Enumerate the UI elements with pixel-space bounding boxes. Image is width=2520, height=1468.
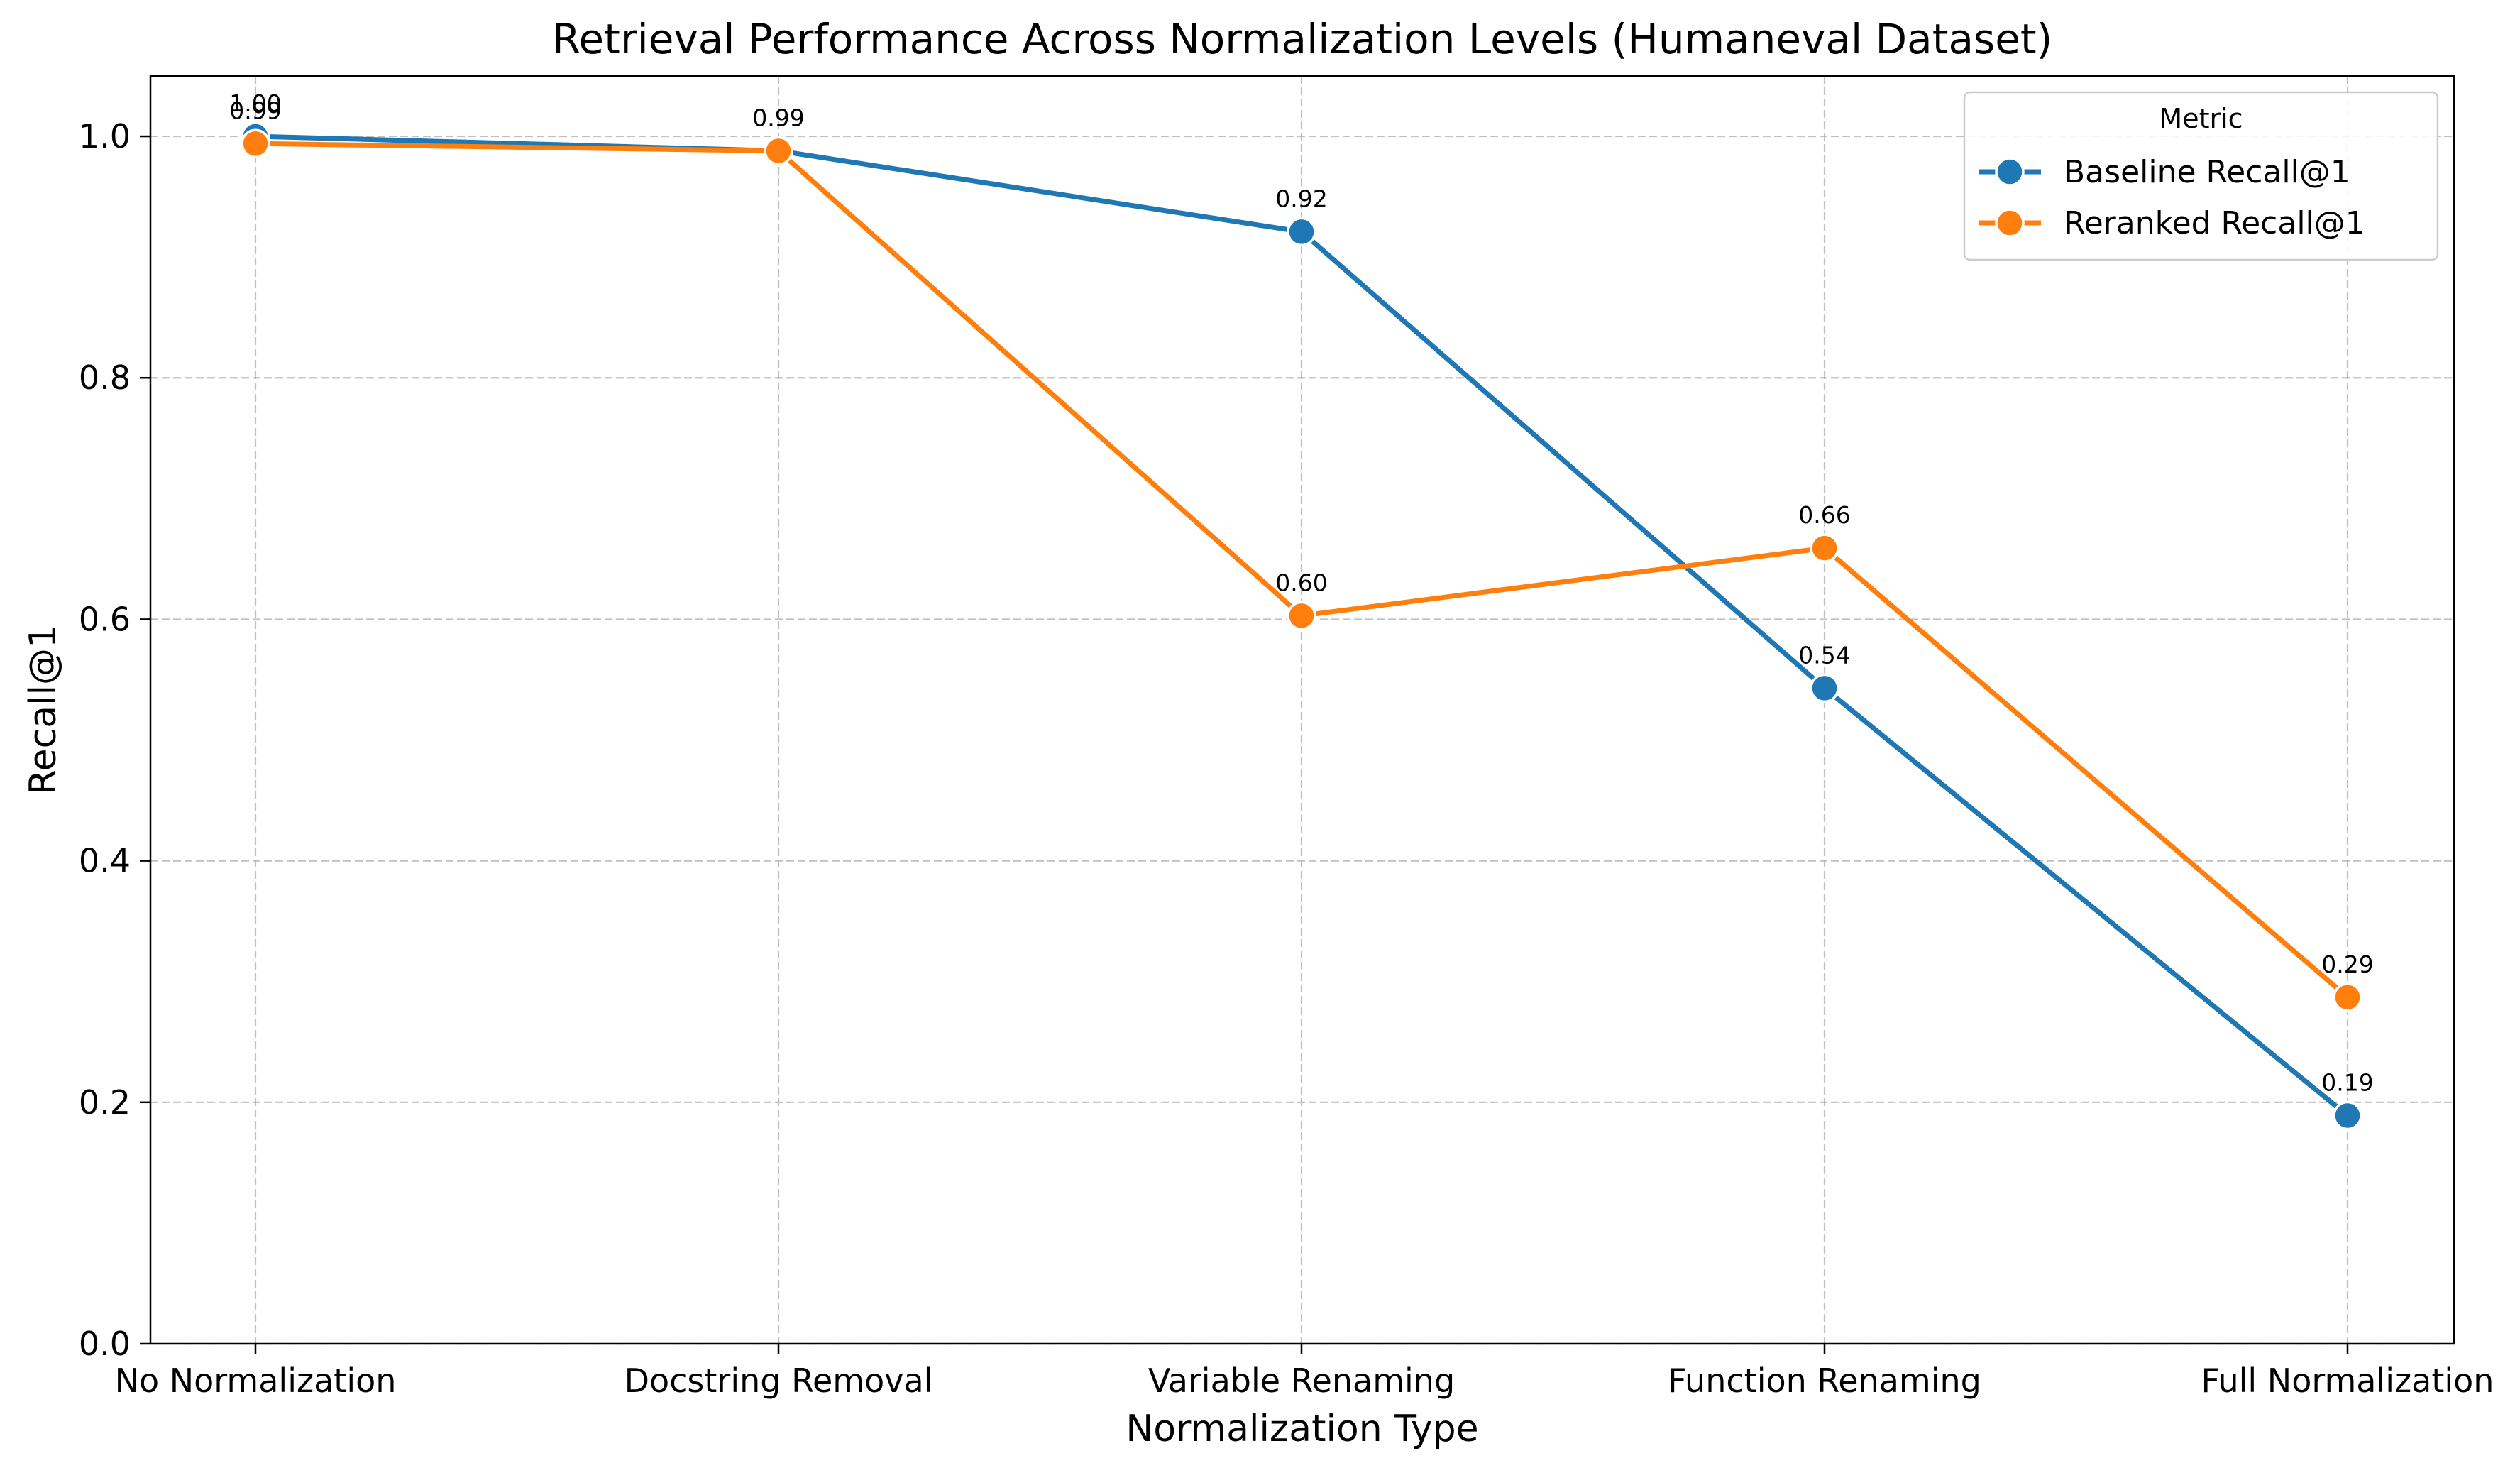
y-tick-label: 0.6 xyxy=(79,600,131,638)
data-label: 0.19 xyxy=(2321,1069,2373,1097)
axes: No Normalization Docstring Removal Variabl… xyxy=(79,117,2494,1400)
legend: Metric Baseline Recall@1 Reranked Recall@… xyxy=(1963,91,2439,261)
legend-marker xyxy=(1995,208,2025,238)
x-tick-label: No Normalization xyxy=(115,1362,397,1400)
data-label: 0.29 xyxy=(2321,951,2373,978)
data-point xyxy=(764,136,793,166)
data-label: 0.99 xyxy=(752,104,804,131)
data-point xyxy=(1287,601,1316,631)
legend-label: Reranked Recall@1 xyxy=(2064,205,2365,241)
y-tick-label: 0.0 xyxy=(79,1325,131,1363)
data-labels: 1.000.990.920.540.190.99 0.990.600.660.29 xyxy=(229,89,2373,1096)
data-label: 0.92 xyxy=(1275,185,1327,212)
legend-entries: Baseline Recall@1 Reranked Recall@1 xyxy=(1979,154,2365,241)
legend-box xyxy=(1963,91,2439,261)
data-label: 0.99 xyxy=(752,104,804,131)
x-tick-label: Function Renaming xyxy=(1668,1362,1981,1400)
x-tick-label: Full Normalization xyxy=(2201,1362,2494,1400)
data-label: 0.54 xyxy=(1798,641,1850,669)
data-label: 1.00 xyxy=(229,89,281,117)
y-tick-label: 0.2 xyxy=(79,1083,131,1122)
data-label: 0.66 xyxy=(1798,501,1850,529)
data-point xyxy=(1287,217,1316,247)
legend-label: Baseline Recall@1 xyxy=(2064,154,2350,190)
y-tick-label: 1.0 xyxy=(79,117,131,155)
x-axis-title: Normalization Type xyxy=(1126,1408,1478,1450)
x-tick-label: Variable Renaming xyxy=(1148,1362,1455,1400)
data-point xyxy=(241,128,270,159)
x-tick-label: Docstring Removal xyxy=(625,1362,933,1400)
y-tick-label: 0.8 xyxy=(79,358,131,397)
data-point xyxy=(2333,982,2362,1012)
y-axis-title: Recall@1 xyxy=(22,625,65,795)
legend-marker xyxy=(1995,157,2025,187)
data-point xyxy=(1810,533,1839,563)
chart-title: Retrieval Performance Across Normalizati… xyxy=(552,15,2053,63)
data-point xyxy=(1810,673,1839,703)
data-label: 0.60 xyxy=(1275,569,1327,596)
data-label: 0.99 xyxy=(229,97,281,124)
y-tick-label: 0.4 xyxy=(79,842,131,880)
legend-title: Metric xyxy=(2159,103,2243,134)
data-point xyxy=(2333,1100,2362,1131)
series-lines xyxy=(241,121,2362,1131)
